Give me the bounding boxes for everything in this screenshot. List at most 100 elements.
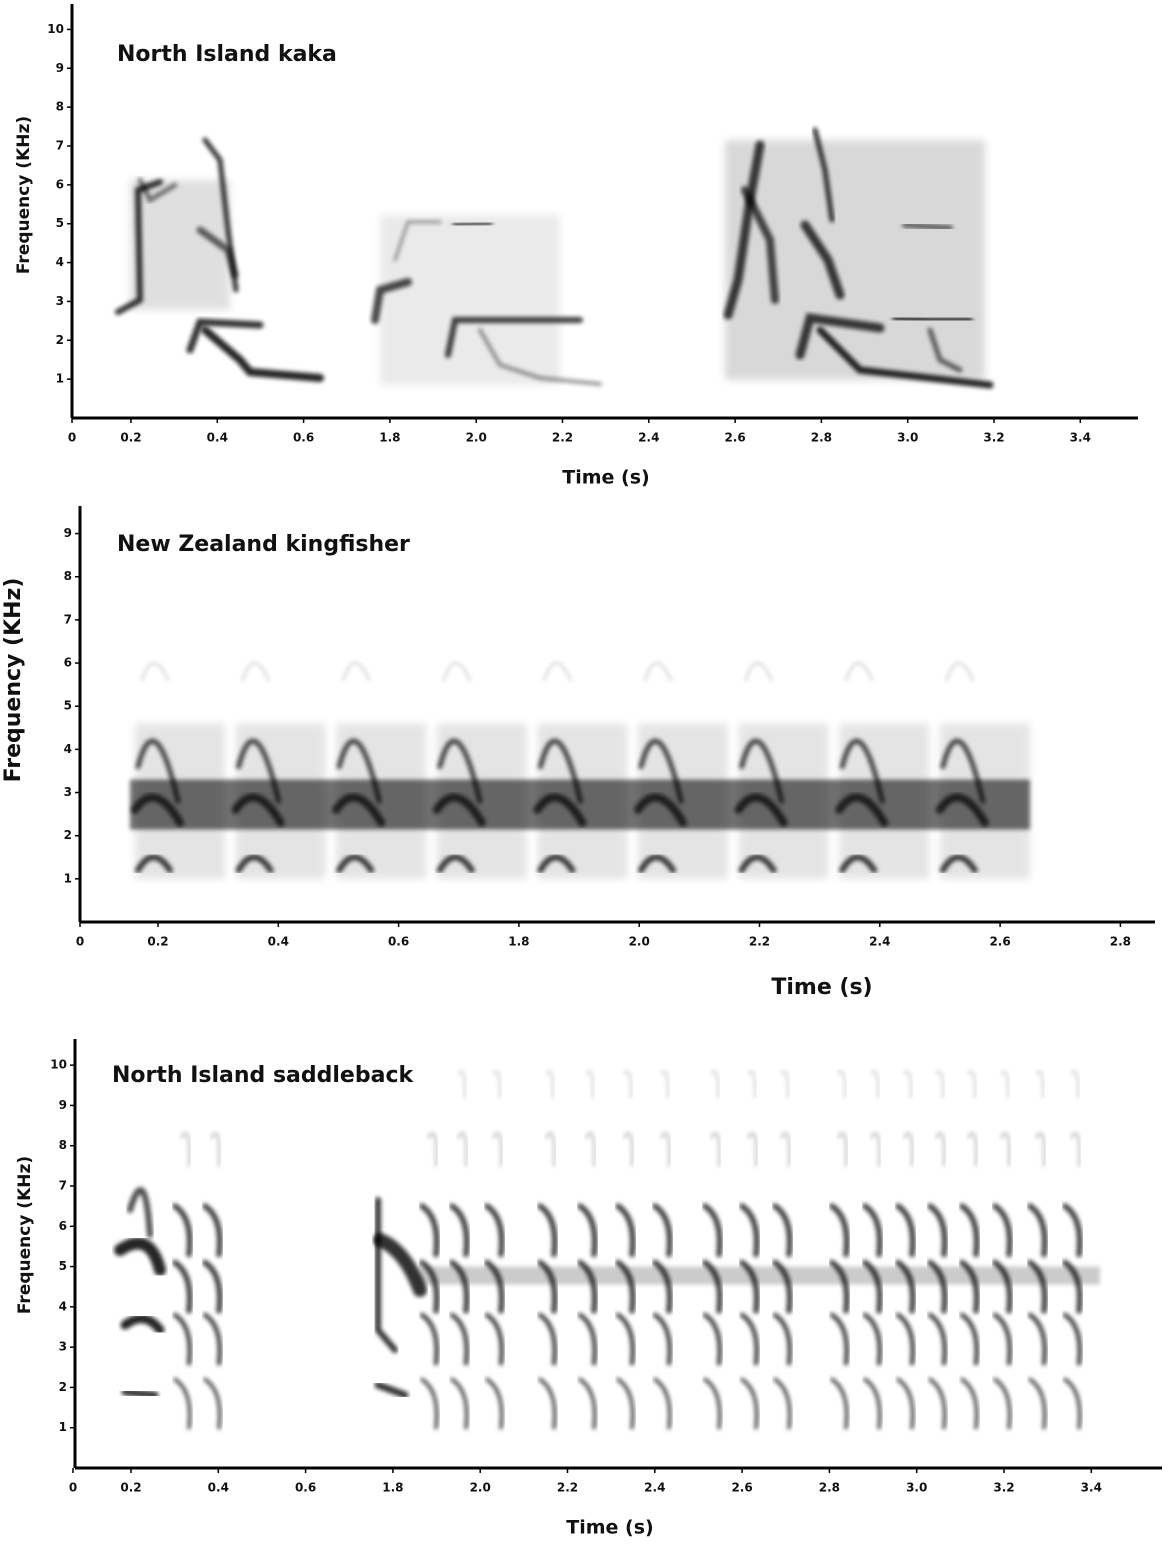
spectral-trace xyxy=(492,1132,503,1167)
spectral-blob xyxy=(380,215,560,385)
spectral-trace xyxy=(739,1312,759,1366)
spectral-trace xyxy=(114,1237,166,1276)
x-tick-label: 2.8 xyxy=(1110,935,1131,949)
spectral-trace xyxy=(967,1070,977,1099)
spectral-trace xyxy=(449,1203,470,1258)
spectral-trace xyxy=(837,1132,848,1167)
spectral-trace xyxy=(1070,1132,1081,1167)
spectral-trace xyxy=(615,1312,635,1366)
spectral-trace xyxy=(210,1132,221,1167)
spectral-trace xyxy=(744,662,773,682)
y-tick-label: 6 xyxy=(56,177,64,191)
x-tick-label: 2.2 xyxy=(552,431,573,445)
spectral-trace xyxy=(967,1132,978,1167)
spectral-trace xyxy=(928,1377,947,1430)
y-tick-label: 4 xyxy=(64,742,72,756)
spectral-trace xyxy=(577,1312,597,1366)
x-tick-label: 0 xyxy=(69,1481,77,1495)
y-tick-label: 8 xyxy=(64,569,72,583)
y-tick-label: 1 xyxy=(59,1420,67,1434)
y-axis-label: Frequency (KHz) xyxy=(14,116,34,274)
spectral-trace xyxy=(829,1203,850,1258)
x-tick-label: 0.6 xyxy=(295,1481,316,1495)
spectral-trace xyxy=(747,1070,757,1099)
spectral-trace xyxy=(543,662,572,682)
spectral-trace xyxy=(537,1312,557,1366)
spectral-trace xyxy=(419,1312,439,1366)
spectral-trace xyxy=(373,1233,427,1297)
y-tick-label: 8 xyxy=(56,100,64,114)
x-tick-label: 2.8 xyxy=(819,1481,840,1495)
x-tick-label: 2.2 xyxy=(749,935,770,949)
spectral-trace xyxy=(644,662,672,682)
spectral-trace xyxy=(1070,1070,1080,1099)
spectral-trace xyxy=(740,1377,759,1430)
y-tick-label: 3 xyxy=(59,1340,67,1354)
spectral-trace xyxy=(485,1377,504,1430)
spectral-trace xyxy=(660,1070,670,1099)
y-tick-label: 4 xyxy=(56,255,64,269)
x-tick-label: 2.0 xyxy=(470,1481,491,1495)
y-tick-label: 6 xyxy=(59,1219,67,1233)
spectral-trace xyxy=(172,1312,192,1366)
x-tick-label: 0.4 xyxy=(268,935,289,949)
x-tick-label: 0.6 xyxy=(293,431,314,445)
spectral-trace xyxy=(241,662,270,682)
spectral-trace xyxy=(449,1312,469,1366)
spectral-trace xyxy=(1027,1203,1048,1258)
spectral-trace xyxy=(419,1203,440,1258)
spectral-trace xyxy=(863,1377,882,1430)
spectral-trace xyxy=(173,1377,192,1430)
x-tick-label: 3.2 xyxy=(983,431,1004,445)
spectral-trace xyxy=(537,1203,558,1258)
spectral-trace xyxy=(121,1388,159,1399)
spectral-trace xyxy=(660,1132,671,1167)
spectral-trace xyxy=(945,662,974,682)
spectral-trace xyxy=(927,1312,947,1366)
spectral-trace xyxy=(457,1132,468,1167)
y-tick-label: 5 xyxy=(64,699,72,713)
y-tick-label: 7 xyxy=(56,139,64,153)
spectral-trace xyxy=(702,1312,722,1366)
chart-title: North Island saddleback xyxy=(112,1063,414,1088)
spectral-trace xyxy=(862,1203,883,1258)
spectral-trace xyxy=(903,1070,913,1099)
spectral-trace xyxy=(747,1132,758,1167)
y-axis-label: Frequency (KHz) xyxy=(1,578,26,783)
spectral-blob xyxy=(420,1266,1100,1285)
spectral-blob xyxy=(130,180,230,310)
spectral-trace xyxy=(427,1132,438,1167)
spectral-blob xyxy=(638,723,728,879)
spectral-trace xyxy=(492,1070,502,1099)
chart-title: North Island kaka xyxy=(117,42,337,67)
spectral-trace xyxy=(870,1132,881,1167)
y-tick-label: 4 xyxy=(59,1299,67,1313)
x-tick-label: 2.6 xyxy=(989,935,1010,949)
chart-title: New Zealand kingfisher xyxy=(117,532,410,557)
y-tick-label: 9 xyxy=(64,526,72,540)
y-tick-label: 9 xyxy=(56,61,64,75)
spectral-trace xyxy=(484,1312,504,1366)
spectral-trace xyxy=(703,1377,722,1430)
spectral-trace xyxy=(1063,1377,1082,1430)
spectral-trace xyxy=(202,1259,223,1314)
spectral-blob xyxy=(738,723,829,879)
spectral-blob xyxy=(537,723,628,879)
y-tick-label: 2 xyxy=(56,333,64,347)
x-tick-label: 1.8 xyxy=(382,1481,403,1495)
spectral-trace xyxy=(616,1377,635,1430)
spectral-trace xyxy=(545,1070,555,1099)
spectral-trace xyxy=(927,1203,948,1258)
x-axis-label: Time (s) xyxy=(566,1517,653,1539)
spectral-trace xyxy=(201,326,324,382)
spectral-trace xyxy=(652,1203,673,1258)
x-tick-label: 0.4 xyxy=(207,431,228,445)
y-tick-label: 6 xyxy=(64,656,72,670)
y-tick-label: 3 xyxy=(64,785,72,799)
y-tick-label: 1 xyxy=(56,372,64,386)
y-axis-label: Frequency (KHz) xyxy=(15,1156,35,1314)
spectral-trace xyxy=(830,1377,849,1430)
spectral-trace xyxy=(374,1381,409,1399)
x-axis-label: Time (s) xyxy=(771,975,872,1000)
